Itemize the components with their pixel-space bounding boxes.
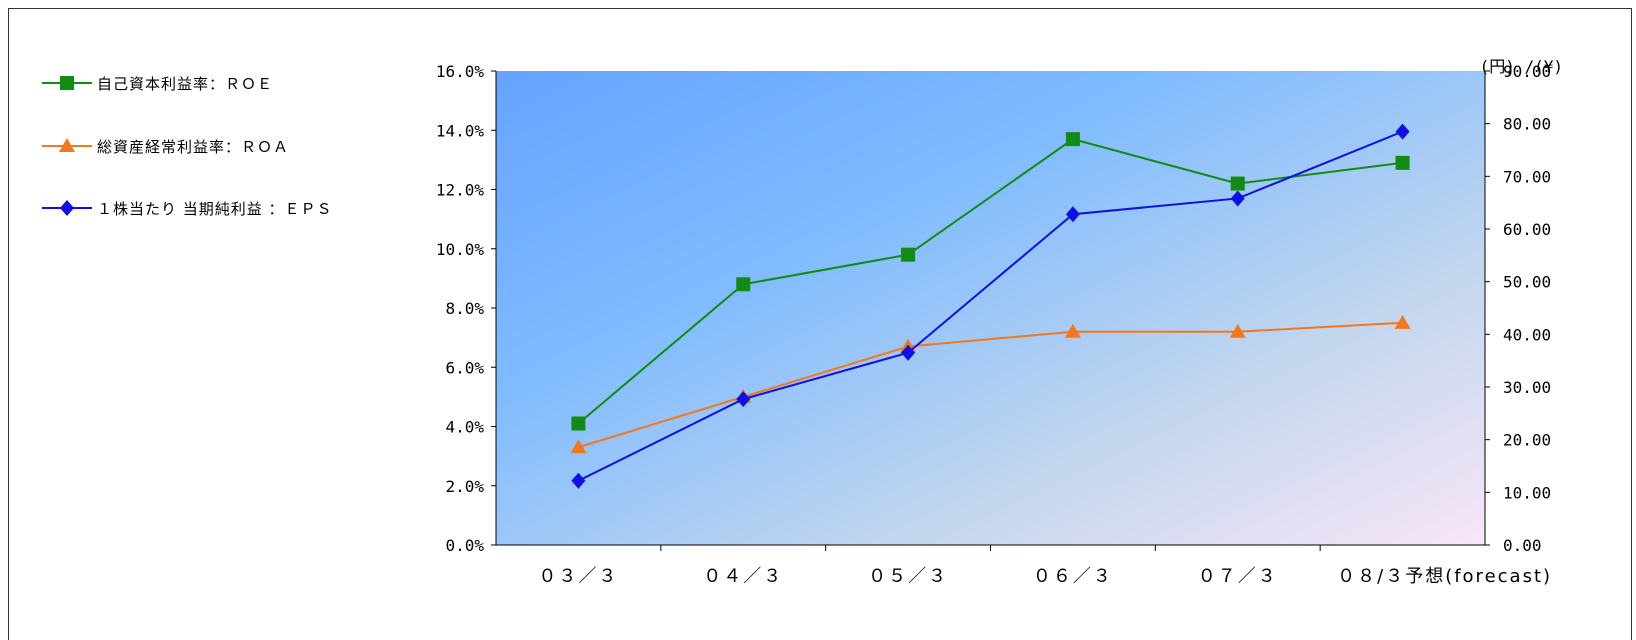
y-left-tick-label: 12.0%: [436, 181, 485, 200]
y-right-tick-label: 90.00: [1503, 62, 1551, 81]
series-line-triangle: [578, 321, 1403, 449]
legend-label: 総資産経常利益率：ＲＯＡ: [97, 138, 289, 156]
right-axis-unit-label: (円) /(¥): [1480, 57, 1563, 76]
y-left-tick-label: 4.0%: [445, 418, 484, 437]
data-point-square: [1230, 176, 1245, 191]
x-category-label: ０４／３: [703, 566, 783, 587]
y-right-tick-label: 40.00: [1503, 325, 1551, 344]
x-category-label: ０７／３: [1198, 566, 1278, 587]
x-category-label: ０８/３予想(forecast): [1337, 566, 1552, 587]
data-point-diamond: [1230, 190, 1245, 207]
data-point-triangle: [570, 439, 587, 454]
legend-marker-triangle: [59, 138, 75, 152]
data-point-triangle: [1229, 323, 1246, 338]
y-right-tick-label: 0.00: [1503, 536, 1542, 555]
series-line-square: [577, 138, 1403, 425]
data-point-square: [1065, 132, 1080, 147]
series-line-diamond: [577, 130, 1403, 482]
data-point-diamond: [1395, 123, 1410, 140]
data-point-triangle: [1394, 314, 1411, 329]
y-left-tick-label: 16.0%: [436, 62, 485, 81]
data-point-square: [571, 416, 586, 431]
data-point-diamond: [571, 472, 586, 489]
data-point-diamond: [736, 391, 751, 408]
x-category-label: ０３／３: [538, 566, 618, 587]
data-point-square: [901, 247, 916, 262]
data-point-square: [736, 277, 751, 292]
y-left-tick-label: 0.0%: [445, 536, 484, 555]
y-right-tick-label: 50.00: [1503, 273, 1551, 292]
x-category-label: ０５／３: [868, 566, 948, 587]
y-right-tick-label: 10.00: [1503, 483, 1551, 502]
legend-marker-diamond: [60, 200, 74, 216]
chart-frame: [8, 8, 1632, 640]
plot-area: [496, 71, 1485, 545]
y-right-tick-label: 80.00: [1503, 115, 1551, 134]
y-left-tick-label: 14.0%: [436, 121, 485, 140]
legend-marker-square: [60, 76, 74, 90]
data-point-diamond: [1065, 206, 1080, 223]
y-right-tick-label: 60.00: [1503, 220, 1551, 239]
y-left-tick-label: 10.0%: [436, 240, 485, 259]
y-right-tick-label: 30.00: [1503, 378, 1551, 397]
legend-label: 自己資本利益率：ＲＯＥ: [97, 75, 273, 93]
x-category-label: ０６／３: [1033, 566, 1113, 587]
data-point-diamond: [901, 344, 916, 361]
legend-label: １株当たり 当期純利益 ：ＥＰＳ: [97, 200, 333, 218]
y-left-tick-label: 2.0%: [445, 477, 484, 496]
data-point-triangle: [1064, 323, 1081, 338]
data-point-square: [1395, 155, 1410, 170]
y-right-tick-label: 70.00: [1503, 167, 1551, 186]
y-right-tick-label: 20.00: [1503, 431, 1551, 450]
y-left-tick-label: 8.0%: [445, 299, 484, 318]
y-left-tick-label: 6.0%: [445, 358, 484, 377]
